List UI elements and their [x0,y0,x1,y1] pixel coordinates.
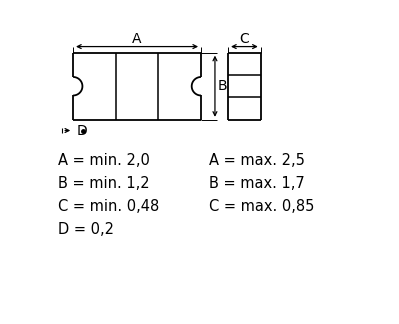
Text: B = min. 1,2: B = min. 1,2 [57,176,149,191]
Text: A: A [132,32,142,46]
Text: D = 0,2: D = 0,2 [57,222,114,237]
Text: C: C [239,32,249,46]
Text: A = min. 2,0: A = min. 2,0 [57,153,150,168]
Text: A = max. 2,5: A = max. 2,5 [209,153,304,168]
Text: B: B [218,79,228,93]
Text: C = max. 0,85: C = max. 0,85 [209,199,314,214]
Text: C = min. 0,48: C = min. 0,48 [57,199,159,214]
Text: B = max. 1,7: B = max. 1,7 [209,176,304,191]
Text: D: D [76,123,87,137]
